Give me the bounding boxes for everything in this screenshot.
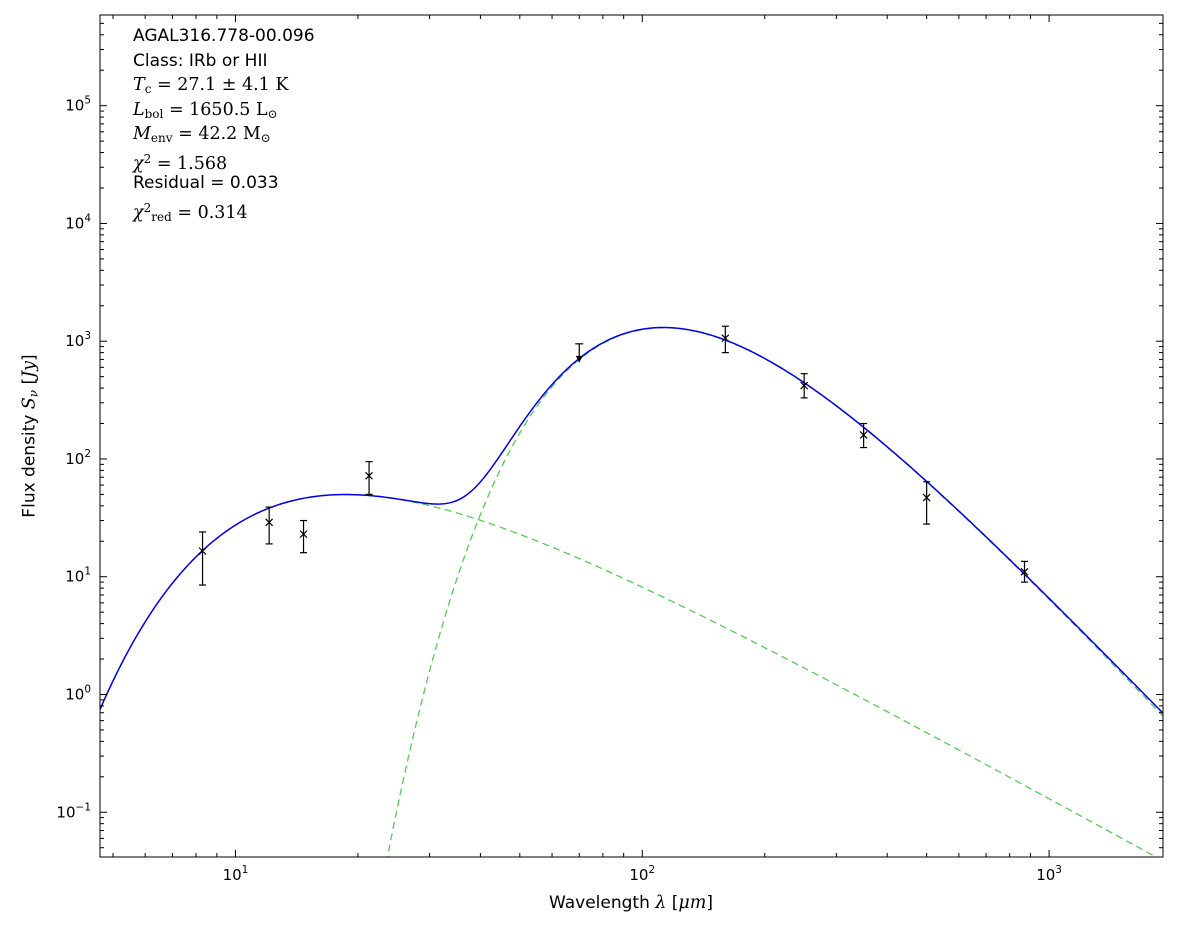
text-part: λ [655,893,667,913]
data-point [299,519,308,554]
text-part: χ [133,153,144,174]
tick-label: 105 [65,95,91,115]
tick-label: 10−1 [56,801,91,821]
model-total-curve [100,326,1163,714]
text-part: χ [133,202,144,223]
tick-label: 104 [65,212,91,232]
text-part: = 0.314 [171,202,248,223]
text-part: ⊙ [267,106,278,121]
text-part: 2 [143,151,152,166]
text-part: Wavelength [549,893,656,913]
data-point [800,373,809,399]
annotation-source-class: Class: IRb or HII [133,49,315,74]
text-part: env [150,131,173,145]
text-part: red [151,209,172,224]
text-part: ν [26,389,41,398]
major-ticks [100,15,1163,857]
text-part: [ [666,893,679,913]
annotation-residual: Residual = 0.033 [133,171,315,196]
annotation-source-name: AGAL316.778-00.096 [133,24,315,49]
text-part: = 1650.5 L [163,99,268,120]
text-part: M [133,124,151,144]
tick-label: 101 [223,864,249,884]
annotation-bolometric-luminosity: Lbol = 1650.5 L⊙ [133,98,315,123]
text-part: = 27.1 ± 4.1 K [151,75,289,95]
data-point [859,422,868,449]
data-point [1020,560,1029,583]
text-part: bol [144,106,164,121]
annotation-dust-temperature: Tc = 27.1 ± 4.1 K [133,73,315,98]
text-part: S [19,397,40,410]
text-part: Flux density [19,409,40,518]
text-part: ⊙ [260,131,271,145]
text-part: ] [706,893,713,913]
data-point [265,506,274,545]
text-part: = 1.568 [151,153,228,174]
down-arrow-icon [575,355,583,363]
text-part: [ [19,377,40,390]
upper-limit-point [575,343,584,363]
y-tick-labels: 10−1 100 101 102 103 104 105 [56,95,91,822]
data-point [721,325,730,354]
data-point [198,531,207,586]
tick-label: 103 [65,330,91,350]
x-tick-labels: 101 102 103 [223,864,1062,884]
text-part: L [133,99,145,120]
minor-ticks [100,15,1163,857]
data-points-group [198,325,1029,586]
annotation-chi-square: χ2 = 1.568 [133,147,315,174]
tick-label: 101 [65,566,91,586]
annotation-box: AGAL316.778-00.096 Class: IRb or HII Tc = … [133,24,315,224]
text-part: Residual = 0.033 [133,173,279,193]
axes-frame [99,14,1164,858]
model-component-curve-cold-envelope [386,327,1163,857]
data-point [922,481,931,525]
text-part: T [133,75,145,95]
tick-label: 103 [1036,864,1062,884]
x-axis-label: Wavelength λ [μm] [549,893,713,913]
text-part: ] [19,354,40,361]
tick-label: 102 [65,448,91,468]
y-axis-label: Flux density Sν [Jy] [20,354,41,517]
annotation-envelope-mass: Menv = 42.2 M⊙ [133,122,315,147]
data-point [365,460,373,496]
annotation-chi-square-reduced: χ2red = 0.314 [133,196,315,224]
text-part: 2 [143,200,152,215]
model-component-curve-warm-component [100,493,1158,857]
text-part: = 42.2 M [172,124,261,144]
text-part: Jy [19,360,40,378]
tick-label: 102 [629,864,655,884]
tick-label: 100 [65,683,91,703]
text-part: Class: IRb or HII [133,50,268,71]
model-curves-group [100,326,1163,857]
text-part: AGAL316.778-00.096 [133,26,315,46]
text-part: μm [678,893,707,913]
text-part: c [144,82,152,96]
